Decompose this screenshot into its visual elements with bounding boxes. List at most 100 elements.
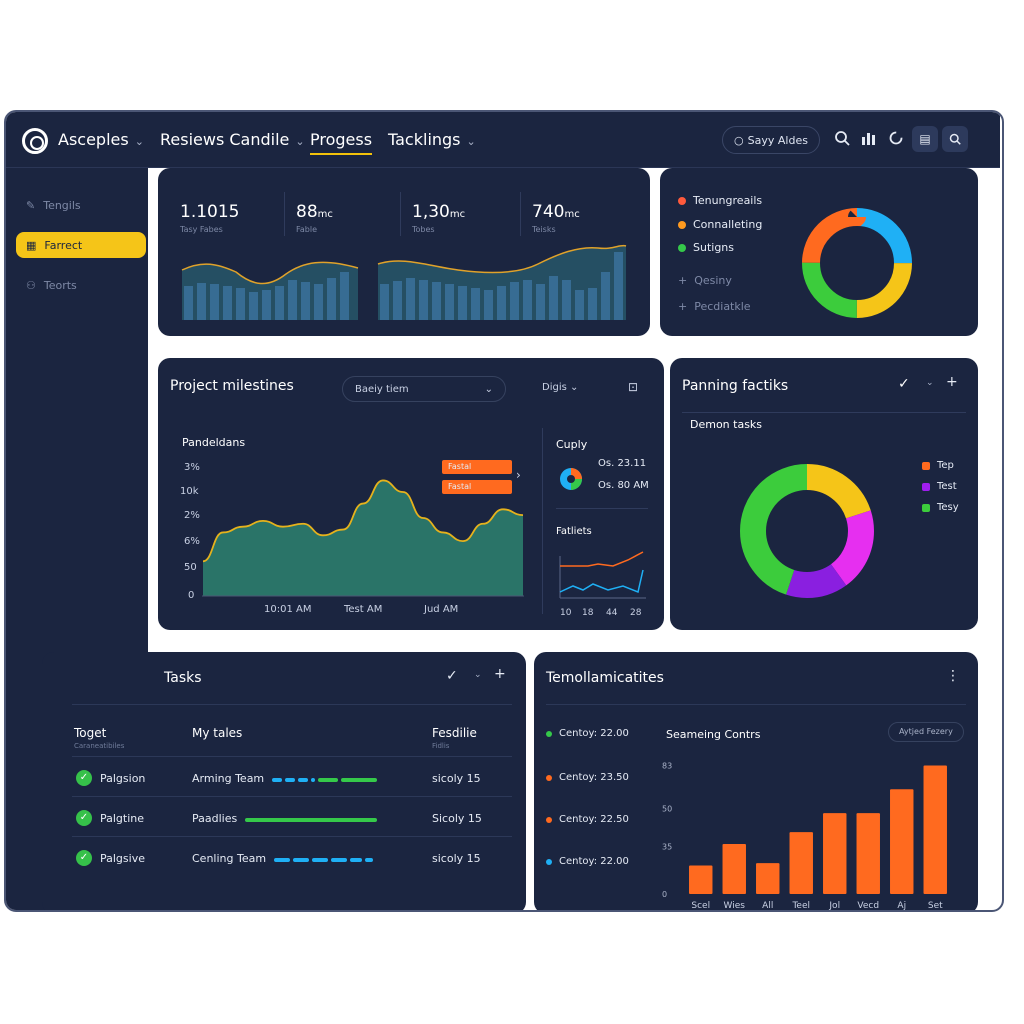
dropdown-value: Baeiy tiem xyxy=(355,383,409,395)
chevron-down-icon[interactable]: ⌄ xyxy=(474,670,482,680)
refresh-icon[interactable] xyxy=(886,130,906,150)
task-name-cell[interactable]: ✓ Palgsion xyxy=(76,770,145,786)
bar-vecd[interactable] xyxy=(856,813,880,894)
x-tick: Jud AM xyxy=(424,604,459,615)
area-line xyxy=(202,479,524,563)
nav-item-tacklings[interactable]: Tacklings ⌄ xyxy=(388,130,476,149)
y-tick: 10k xyxy=(180,486,199,497)
status-dot xyxy=(546,816,552,823)
legend-swatch xyxy=(922,482,930,491)
sidebar-item-farrect[interactable]: ▦ Farrect xyxy=(16,232,146,258)
status-dot xyxy=(546,858,552,865)
bar-y-tick: 35 xyxy=(662,842,672,851)
bar-x-tick: Set xyxy=(928,901,943,911)
stat-label: Fable xyxy=(296,225,317,234)
legend-item: Tesy xyxy=(922,502,959,513)
sidebar-item-tengils[interactable]: ✎ Tengils xyxy=(16,192,146,218)
bar-wies[interactable] xyxy=(722,844,746,894)
nav-item-resiews[interactable]: Resiews Candile ⌄ xyxy=(160,130,305,149)
bar-jol[interactable] xyxy=(823,813,847,894)
divider xyxy=(542,428,543,614)
panning-donut-segment-3 xyxy=(740,464,874,598)
legend-swatch xyxy=(922,461,930,470)
chevron-down-icon[interactable]: ⌄ xyxy=(926,378,934,388)
document-icon[interactable]: ▤ xyxy=(912,126,938,152)
bar-set[interactable] xyxy=(923,765,947,894)
divider xyxy=(72,836,512,837)
task-date-cell: Sicoly 15 xyxy=(432,812,482,825)
users-icon: ⚇ xyxy=(26,278,36,292)
add-item-qesiny[interactable]: + Qesiny xyxy=(678,274,732,287)
chevron-right-icon[interactable]: › xyxy=(516,468,521,482)
y-tick: 6% xyxy=(184,536,200,547)
sidebar-item-teorts[interactable]: ⚇ Teorts xyxy=(16,272,146,298)
template-row[interactable]: Centoy: 22.50 xyxy=(546,814,629,825)
grid-icon: ▦ xyxy=(26,238,37,252)
nav-label: Progess xyxy=(310,130,373,149)
time-dropdown[interactable]: Baeiy tiem ⌄ xyxy=(342,376,506,402)
mini-x-tick: 28 xyxy=(630,608,642,618)
plus-icon: + xyxy=(678,274,688,287)
card-title: Temollamicatites xyxy=(546,670,664,686)
check-icon[interactable]: ✓ xyxy=(898,376,910,392)
donut-top-segment-3 xyxy=(802,208,912,318)
y-tick: 0 xyxy=(188,590,195,601)
stats-card: 1.1015 Tasy Fabes 88mc Fable 1,30mc Tobe… xyxy=(158,168,650,336)
side-row: Os. 23.11 xyxy=(598,458,647,469)
mini-line-chart xyxy=(559,551,646,599)
column-header[interactable]: Toget xyxy=(74,726,107,740)
filter-button[interactable]: Aytjed Fezery xyxy=(888,722,964,742)
bar-teel[interactable] xyxy=(789,832,813,894)
template-row[interactable]: Centoy: 22.00 xyxy=(546,856,629,867)
progress-bar xyxy=(245,812,380,825)
nav-item-asceples[interactable]: Asceples ⌄ xyxy=(58,130,144,149)
chevron-down-icon: ⌄ xyxy=(570,382,579,393)
template-row[interactable]: Centoy: 23.50 xyxy=(546,772,629,783)
sidebar-item-label: Tengils xyxy=(43,198,81,212)
column-header[interactable]: Fesdilie xyxy=(432,726,477,740)
nav-item-progess[interactable]: Progess xyxy=(310,130,373,155)
legend-swatch xyxy=(922,503,930,512)
search-box-icon[interactable] xyxy=(942,126,968,152)
template-row[interactable]: Centoy: 22.00 xyxy=(546,728,629,739)
plus-icon[interactable]: + xyxy=(946,374,958,390)
tag-badge[interactable]: Fastal xyxy=(442,480,512,494)
y-tick: 3% xyxy=(184,462,200,473)
progress-bar xyxy=(274,852,376,865)
panning-donut-segment-2 xyxy=(740,464,874,598)
sparkline-area-right xyxy=(378,245,626,320)
sparkline-line-right xyxy=(377,244,627,274)
logo-icon[interactable] xyxy=(22,128,48,154)
filter-dropdown[interactable]: Digis ⌄ xyxy=(542,382,578,393)
plus-icon: + xyxy=(678,300,688,313)
stat-value: 740mc xyxy=(532,202,580,222)
plus-icon[interactable]: + xyxy=(494,666,506,682)
check-icon[interactable]: ✓ xyxy=(446,668,458,684)
bar-scel[interactable] xyxy=(689,865,713,894)
task-name-cell[interactable]: ✓ Palgtine xyxy=(76,810,144,826)
stats-icon[interactable] xyxy=(858,130,878,150)
panning-donut-chart xyxy=(740,464,874,598)
mini-pie-icon xyxy=(560,468,582,490)
legend-item: Tenungreails xyxy=(678,194,762,207)
search-icon[interactable] xyxy=(832,130,852,150)
sidebar-item-label: Teorts xyxy=(43,278,77,292)
divider xyxy=(520,192,521,236)
bar-all[interactable] xyxy=(756,863,780,894)
add-item-pecdiatkle[interactable]: + Pecdiatkle xyxy=(678,300,751,313)
bar-aj[interactable] xyxy=(890,789,914,894)
bar-y-tick: 0 xyxy=(662,890,667,899)
task-team-cell: Arming Team xyxy=(192,772,380,785)
task-name-cell[interactable]: ✓ Palgsive xyxy=(76,850,145,866)
column-subheader: Caraneatibiles xyxy=(74,742,125,750)
search-pill[interactable]: ○ Sayy Aldes xyxy=(722,126,820,154)
pen-icon: ✎ xyxy=(26,198,36,212)
more-vertical-icon[interactable]: ⋮ xyxy=(946,668,960,684)
chevron-down-icon: ⌄ xyxy=(134,135,144,148)
circle-icon: ○ xyxy=(734,133,744,147)
tag-badge[interactable]: Fastal xyxy=(442,460,512,474)
lock-icon[interactable]: ⊡ xyxy=(628,380,639,394)
column-header[interactable]: My tales xyxy=(192,726,243,740)
side-row: Os. 80 AM xyxy=(598,480,649,491)
task-date-cell: sicoly 15 xyxy=(432,772,481,785)
